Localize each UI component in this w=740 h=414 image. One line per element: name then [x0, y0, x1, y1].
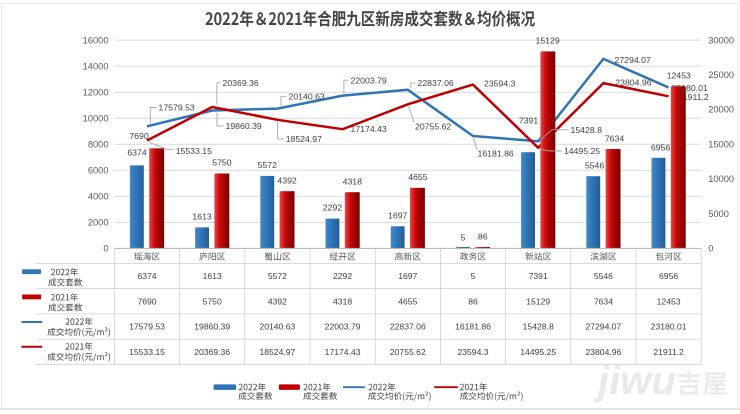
svg-text:7391: 7391 [529, 271, 548, 281]
svg-text:18524.97: 18524.97 [286, 134, 322, 144]
svg-text:23804.96: 23804.96 [585, 347, 621, 357]
svg-text:23594.3: 23594.3 [457, 347, 488, 357]
svg-text:5750: 5750 [212, 158, 231, 168]
svg-text:4318: 4318 [333, 296, 352, 306]
svg-text:15428.8: 15428.8 [523, 322, 554, 332]
svg-text:20755.62: 20755.62 [415, 121, 451, 131]
svg-text:22837.06: 22837.06 [418, 78, 454, 88]
svg-text:7634: 7634 [605, 134, 624, 144]
svg-text:23804.96: 23804.96 [615, 78, 651, 88]
svg-text:5572: 5572 [268, 271, 287, 281]
svg-text:20140.63: 20140.63 [259, 322, 295, 332]
svg-text:14495.25: 14495.25 [564, 146, 600, 156]
svg-text:7634: 7634 [594, 296, 613, 306]
svg-text:1613: 1613 [203, 271, 222, 281]
svg-text:22003.79: 22003.79 [325, 322, 361, 332]
svg-text:19860.39: 19860.39 [194, 322, 230, 332]
svg-text:5: 5 [471, 271, 476, 281]
svg-text:12453: 12453 [657, 296, 681, 306]
svg-text:7690: 7690 [137, 296, 156, 306]
svg-text:6000: 6000 [88, 166, 109, 176]
svg-text:21911.2: 21911.2 [678, 92, 709, 102]
svg-text:5546: 5546 [585, 160, 604, 170]
svg-text:16181.86: 16181.86 [455, 322, 491, 332]
svg-text:23180.01: 23180.01 [651, 322, 687, 332]
svg-text:5572: 5572 [258, 160, 277, 170]
svg-text:14000: 14000 [83, 61, 109, 71]
svg-text:16000: 16000 [83, 35, 109, 45]
svg-text:12000: 12000 [83, 87, 109, 97]
svg-text:20755.62: 20755.62 [390, 347, 426, 357]
svg-text:0: 0 [708, 244, 713, 254]
svg-text:15428.8: 15428.8 [571, 125, 603, 135]
svg-text:16181.86: 16181.86 [478, 149, 514, 159]
svg-text:8000: 8000 [88, 139, 109, 149]
svg-text:4655: 4655 [408, 172, 427, 182]
svg-text:12453: 12453 [667, 70, 691, 80]
svg-text:15533.15: 15533.15 [176, 146, 212, 156]
svg-text:23180.01: 23180.01 [672, 83, 708, 93]
svg-text:1613: 1613 [192, 212, 211, 222]
svg-text:1697: 1697 [388, 210, 407, 220]
svg-text:2292: 2292 [323, 203, 342, 213]
svg-text:6956: 6956 [659, 271, 678, 281]
svg-text:22003.79: 22003.79 [351, 75, 387, 85]
svg-text:5546: 5546 [594, 271, 613, 281]
svg-text:17579.53: 17579.53 [159, 103, 195, 113]
svg-text:4392: 4392 [277, 175, 296, 185]
svg-text:17579.53: 17579.53 [129, 322, 165, 332]
svg-text:jiwu: jiwu [593, 359, 676, 403]
svg-text:0: 0 [103, 244, 108, 254]
svg-text:20000: 20000 [708, 105, 734, 115]
svg-text:17174.43: 17174.43 [325, 347, 361, 357]
svg-text:10000: 10000 [708, 174, 734, 184]
svg-text:17174.43: 17174.43 [351, 124, 387, 134]
svg-text:19860.39: 19860.39 [226, 121, 262, 131]
svg-text:2000: 2000 [88, 218, 109, 228]
svg-text:5750: 5750 [203, 296, 222, 306]
svg-text:4000: 4000 [88, 192, 109, 202]
svg-text:27294.07: 27294.07 [585, 322, 621, 332]
svg-text:15129: 15129 [536, 35, 560, 45]
svg-text:20369.36: 20369.36 [194, 347, 230, 357]
svg-text:1697: 1697 [398, 271, 417, 281]
svg-text:4655: 4655 [398, 296, 417, 306]
svg-text:20140.63: 20140.63 [289, 91, 325, 101]
svg-text:4392: 4392 [268, 296, 287, 306]
svg-text:21911.2: 21911.2 [653, 347, 684, 357]
svg-text:6374: 6374 [137, 271, 156, 281]
svg-text:27294.07: 27294.07 [615, 55, 651, 65]
svg-text:86: 86 [468, 296, 478, 306]
svg-text:18524.97: 18524.97 [259, 347, 295, 357]
svg-text:15533.15: 15533.15 [129, 347, 165, 357]
svg-text:7391: 7391 [519, 116, 538, 126]
svg-text:6956: 6956 [651, 143, 670, 153]
svg-text:30000: 30000 [708, 35, 734, 45]
svg-text:86: 86 [478, 231, 488, 241]
svg-text:15129: 15129 [526, 296, 550, 306]
svg-text:7690: 7690 [129, 131, 148, 141]
svg-text:6374: 6374 [127, 148, 146, 158]
svg-text:23594.3: 23594.3 [484, 79, 516, 89]
svg-text:2292: 2292 [333, 271, 352, 281]
svg-text:5: 5 [460, 232, 465, 242]
svg-text:10000: 10000 [83, 113, 109, 123]
svg-text:14495.25: 14495.25 [520, 347, 556, 357]
svg-text:4318: 4318 [343, 176, 362, 186]
svg-text:22837.06: 22837.06 [390, 322, 426, 332]
svg-text:20369.36: 20369.36 [223, 78, 259, 88]
svg-text:25000: 25000 [708, 70, 734, 80]
svg-text:15000: 15000 [708, 139, 734, 149]
svg-text:5000: 5000 [708, 209, 729, 219]
